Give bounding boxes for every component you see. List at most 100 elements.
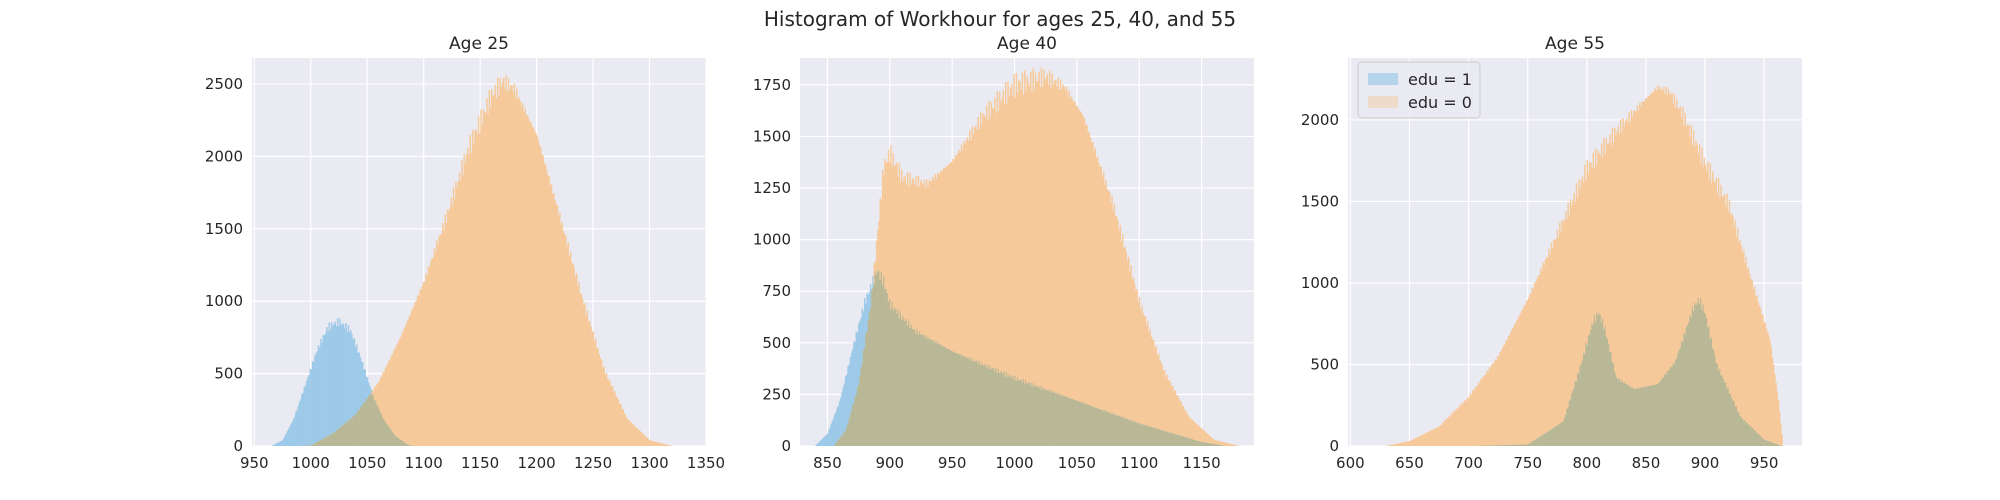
histogram-bar-overlap xyxy=(841,435,843,446)
histogram-bar-edu-0 xyxy=(632,424,634,446)
histogram-bar-edu-0 xyxy=(1014,97,1016,376)
histogram-bar-edu-0 xyxy=(1535,282,1537,440)
histogram-bar-edu-0 xyxy=(376,383,378,405)
histogram-bar-edu-0 xyxy=(1566,219,1568,409)
histogram-bar-overlap xyxy=(1016,377,1019,446)
histogram-bar-edu-0 xyxy=(977,117,979,364)
histogram-bar-edu-0 xyxy=(616,397,618,446)
histogram-bar-overlap xyxy=(1759,435,1762,446)
histogram-bar-edu-0 xyxy=(488,89,491,446)
histogram-bar-overlap xyxy=(1137,422,1140,446)
histogram-bar-edu-0 xyxy=(634,426,636,446)
histogram-bar-edu-0 xyxy=(1480,378,1482,446)
histogram-bar-edu-0 xyxy=(1087,131,1089,405)
histogram-bar-edu-0 xyxy=(896,162,898,314)
histogram-bar-edu-0 xyxy=(621,408,623,446)
histogram-bar-overlap xyxy=(1049,391,1051,446)
histogram-bar-overlap xyxy=(1542,434,1544,446)
histogram-bar-edu-0 xyxy=(1409,440,1412,446)
histogram-bar-overlap xyxy=(1198,441,1200,446)
histogram-bar-overlap xyxy=(886,292,889,446)
histogram-bar-overlap xyxy=(1068,398,1070,446)
histogram-bar-overlap xyxy=(1709,338,1712,446)
histogram-bar-edu-0 xyxy=(941,171,944,346)
histogram-bar-overlap xyxy=(1740,417,1743,446)
histogram-bar-edu-0 xyxy=(419,289,421,446)
histogram-bar-edu-0 xyxy=(1505,340,1507,445)
histogram-bar-edu-0 xyxy=(1463,400,1465,446)
histogram-bar-overlap xyxy=(1608,343,1610,446)
histogram-bar-edu-0 xyxy=(949,162,952,351)
histogram-bar-edu-0 xyxy=(637,430,640,446)
histogram-bar-edu-1 xyxy=(358,352,360,411)
histogram-bar-edu-0 xyxy=(458,172,461,446)
histogram-bar-edu-0 xyxy=(389,359,391,429)
histogram-bar-overlap xyxy=(921,334,923,446)
histogram-bar-overlap xyxy=(983,364,985,446)
histogram-bar-overlap xyxy=(1009,376,1012,446)
histogram-bar-overlap xyxy=(1750,426,1752,446)
histogram-bar-edu-0 xyxy=(407,319,409,445)
histogram-bar-overlap xyxy=(949,350,952,446)
histogram-bar-edu-0 xyxy=(1633,110,1635,389)
histogram-bar-edu-0 xyxy=(1018,80,1020,381)
histogram-bar-edu-1 xyxy=(344,328,346,424)
histogram-bar-overlap xyxy=(1643,386,1646,446)
histogram-bar-edu-0 xyxy=(393,350,395,434)
histogram-bar-overlap xyxy=(1196,440,1198,446)
histogram-bar-overlap xyxy=(1187,437,1190,446)
y-tick-label: 1500 xyxy=(1301,192,1339,210)
histogram-bar-edu-1 xyxy=(367,382,370,396)
histogram-bar-edu-0 xyxy=(1211,438,1214,444)
histogram-bar-edu-1 xyxy=(287,428,290,446)
histogram-bar-edu-0 xyxy=(518,97,521,447)
histogram-bar-overlap xyxy=(1758,434,1761,446)
histogram-bar-overlap xyxy=(1040,389,1043,446)
histogram-bar-overlap xyxy=(1015,380,1018,446)
histogram-bar-edu-0 xyxy=(1108,191,1111,413)
histogram-bar-overlap xyxy=(1727,387,1730,446)
histogram-bar-overlap xyxy=(836,441,838,446)
histogram-bar-overlap xyxy=(1728,393,1731,446)
histogram-bar-edu-0 xyxy=(1424,433,1426,446)
histogram-bar-overlap xyxy=(1696,302,1698,446)
histogram-bar-edu-0 xyxy=(1517,318,1519,445)
histogram-bar-overlap xyxy=(1106,411,1108,446)
histogram-bar-edu-1 xyxy=(825,434,828,446)
histogram-bar-edu-0 xyxy=(1548,248,1550,432)
histogram-bar-overlap xyxy=(1114,414,1117,446)
histogram-bar-edu-0 xyxy=(1190,418,1192,439)
histogram-bar-overlap xyxy=(982,365,984,446)
histogram-bar-edu-0 xyxy=(1080,112,1082,403)
histogram-bar-edu-0 xyxy=(402,330,405,442)
histogram-bar-overlap xyxy=(1559,424,1561,446)
histogram-bar-overlap xyxy=(395,436,397,446)
y-tick-label: 0 xyxy=(781,437,791,455)
histogram-bar-overlap xyxy=(1635,388,1638,446)
histogram-bar-overlap xyxy=(1181,435,1184,446)
histogram-bar-edu-0 xyxy=(1107,191,1110,412)
histogram-bar-edu-0 xyxy=(1670,95,1672,367)
histogram-bar-edu-0 xyxy=(1438,426,1440,446)
histogram-bar-overlap xyxy=(1035,385,1038,446)
histogram-bar-edu-0 xyxy=(633,424,635,446)
histogram-bar-edu-0 xyxy=(1070,96,1073,399)
histogram-bar-edu-0 xyxy=(500,86,503,446)
histogram-bar-edu-0 xyxy=(1549,254,1552,430)
histogram-bar-overlap xyxy=(345,423,347,446)
histogram-bar-edu-0 xyxy=(920,179,922,335)
histogram-bar-edu-0 xyxy=(1099,166,1101,409)
histogram-bar-edu-0 xyxy=(580,293,583,446)
histogram-bar-edu-0 xyxy=(1616,130,1618,378)
histogram-bar-edu-0 xyxy=(1161,364,1163,431)
histogram-bar-edu-0 xyxy=(938,174,940,344)
histogram-bar-overlap xyxy=(1538,436,1541,446)
histogram-bar-edu-0 xyxy=(1016,92,1019,378)
histogram-bar-overlap xyxy=(1706,317,1708,446)
histogram-bar-overlap xyxy=(1002,374,1005,446)
histogram-bar-edu-1 xyxy=(860,317,862,368)
histogram-bar-edu-0 xyxy=(1162,370,1165,431)
histogram-bar-overlap xyxy=(1020,379,1022,446)
histogram-bar-overlap xyxy=(1013,379,1015,446)
histogram-bar-edu-0 xyxy=(1044,80,1046,389)
